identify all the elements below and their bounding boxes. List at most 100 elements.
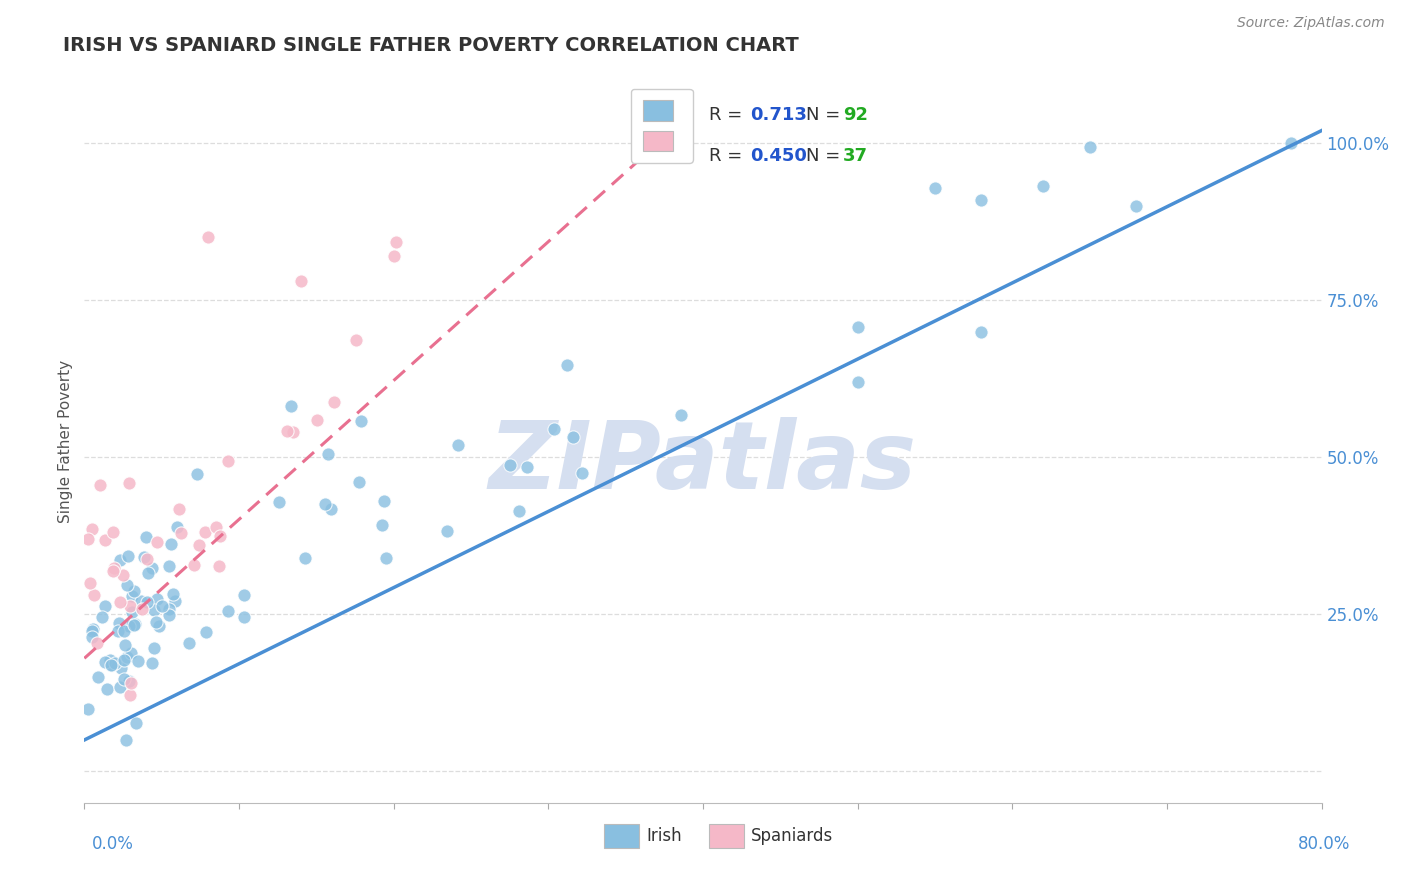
Point: [385, 235, 408, 249]
Text: Source: ZipAtlas.com: Source: ZipAtlas.com: [1237, 16, 1385, 29]
Point: [115, 732, 138, 747]
Point: [110, 661, 132, 675]
Point: [382, 249, 405, 263]
Point: [124, 617, 146, 632]
Point: [208, 558, 231, 573]
Point: [132, 550, 155, 565]
Point: [100, 658, 122, 673]
Point: [170, 525, 193, 540]
Point: [112, 672, 135, 686]
Point: [436, 524, 458, 538]
Point: [350, 414, 373, 428]
Point: [101, 565, 124, 579]
FancyBboxPatch shape: [709, 824, 744, 847]
Point: [307, 413, 329, 427]
Point: [115, 649, 138, 664]
Point: [344, 334, 367, 348]
Point: [108, 616, 131, 631]
Point: [204, 520, 226, 534]
Text: N =: N =: [806, 147, 845, 165]
Point: [375, 551, 398, 566]
Point: [117, 674, 139, 689]
Point: [1279, 136, 1302, 150]
Point: [145, 615, 167, 629]
Point: [108, 595, 131, 609]
Point: [118, 599, 141, 613]
Text: 0.450: 0.450: [749, 147, 807, 165]
Point: [80, 631, 103, 645]
Point: [166, 519, 188, 533]
Point: [157, 559, 180, 574]
Point: [107, 624, 129, 638]
Point: [101, 658, 124, 673]
Point: [194, 625, 217, 640]
Point: [108, 553, 131, 567]
Point: [314, 497, 336, 511]
Point: [125, 716, 148, 731]
Point: [82, 624, 104, 639]
Point: [131, 602, 153, 616]
Text: 37: 37: [842, 147, 868, 165]
Point: [121, 605, 143, 619]
Point: [316, 447, 339, 461]
Point: [276, 424, 298, 438]
Point: [100, 653, 122, 667]
Point: [555, 358, 578, 372]
Point: [162, 587, 184, 601]
Point: [209, 529, 232, 543]
Point: [371, 518, 394, 533]
Point: [122, 618, 145, 632]
Point: [157, 607, 180, 622]
Point: [669, 409, 692, 423]
Point: [157, 602, 180, 616]
Point: [148, 619, 170, 633]
Text: R =: R =: [709, 106, 748, 124]
Text: 0.713: 0.713: [749, 106, 807, 124]
Point: [571, 466, 593, 480]
FancyBboxPatch shape: [605, 824, 638, 847]
Point: [447, 438, 470, 452]
Point: [924, 181, 946, 195]
Point: [135, 530, 157, 544]
Point: [141, 560, 163, 574]
Point: [112, 624, 135, 638]
Point: [82, 622, 104, 636]
Point: [1032, 178, 1054, 193]
Point: [83, 588, 105, 602]
Point: [233, 609, 256, 624]
Point: [129, 594, 152, 608]
Point: [115, 577, 138, 591]
Point: [135, 551, 157, 566]
Point: [177, 636, 200, 650]
Point: [197, 230, 219, 244]
Point: [319, 502, 342, 516]
Point: [120, 688, 142, 702]
Point: [142, 640, 165, 655]
Point: [970, 325, 993, 339]
Point: [143, 603, 166, 617]
Point: [111, 567, 134, 582]
Point: [323, 394, 346, 409]
Point: [82, 523, 104, 537]
Text: 0.0%: 0.0%: [91, 835, 134, 853]
Point: [121, 589, 143, 603]
Point: [87, 670, 110, 684]
Point: [122, 583, 145, 598]
Point: [373, 494, 395, 508]
Point: [846, 375, 869, 389]
Point: [146, 592, 169, 607]
Point: [96, 681, 118, 696]
Text: IRISH VS SPANIARD SINGLE FATHER POVERTY CORRELATION CHART: IRISH VS SPANIARD SINGLE FATHER POVERTY …: [63, 36, 799, 54]
Point: [120, 646, 142, 660]
Point: [94, 533, 117, 547]
Point: [186, 467, 208, 482]
Point: [114, 638, 136, 652]
Point: [79, 575, 101, 590]
Text: R =: R =: [709, 147, 748, 165]
Point: [1078, 139, 1101, 153]
Text: 80.0%: 80.0%: [1298, 835, 1350, 853]
Point: [1125, 199, 1147, 213]
Point: [108, 680, 131, 694]
Point: [167, 502, 190, 516]
Point: [217, 453, 239, 467]
